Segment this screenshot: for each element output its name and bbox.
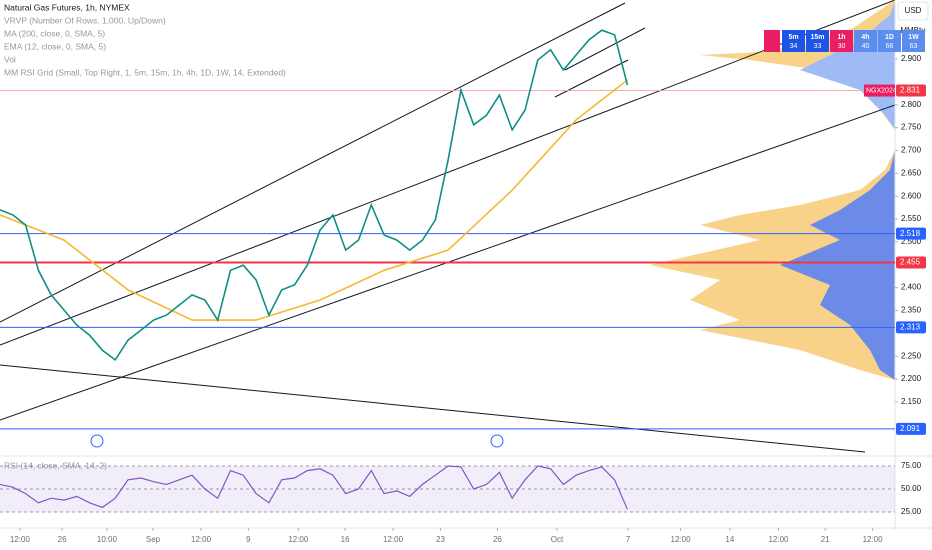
legend-entry: EMA (12, close, 0, SMA, 5) [4, 41, 106, 51]
rsi-grid-tf: 5m [788, 34, 798, 41]
rsi-tick-label: 25.00 [901, 507, 922, 516]
legend-entry: MA (200, close, 0, SMA, 5) [4, 28, 105, 38]
indicator-label: Vol [4, 54, 16, 64]
rsi-grid-cell [830, 30, 853, 52]
rsi-grid-tf: 1h [837, 34, 845, 41]
currency: USD [905, 6, 922, 15]
rsi-grid-cell [902, 30, 925, 52]
level-label: 2.091 [900, 424, 921, 433]
x-tick-label: 12:00 [191, 535, 212, 544]
x-tick-label: 10:00 [97, 535, 118, 544]
level-label: 2.518 [900, 229, 921, 238]
trend-line [0, 0, 896, 346]
y-tick-label: 2.800 [901, 100, 922, 109]
x-tick-label: 12:00 [10, 535, 31, 544]
x-tick-label: 16 [341, 535, 350, 544]
trend-line [0, 2, 626, 323]
x-tick-label: 14 [725, 535, 734, 544]
rsi-grid-value: 34 [790, 43, 798, 50]
x-tick-label: 26 [493, 535, 502, 544]
y-tick-label: 2.150 [901, 397, 922, 406]
rsi-tick-label: 50.00 [901, 484, 922, 493]
rsi-grid-value: 63 [910, 43, 918, 50]
y-tick-label: 2.650 [901, 168, 922, 177]
y-tick-label: 2.600 [901, 191, 922, 200]
rsi-line [0, 465, 628, 510]
level-tag [896, 422, 926, 435]
level-tag [896, 256, 926, 269]
y-tick-label: 2.350 [901, 306, 922, 315]
series-line [0, 29, 629, 362]
y-tick-label: 2.200 [901, 374, 922, 383]
currency-button[interactable] [897, 1, 929, 21]
trend-line [564, 27, 646, 71]
y-tick-label: 2.900 [901, 54, 922, 63]
profile-down [780, 150, 895, 380]
indicator-label: MM RSI Grid (Small, Top Right, 1, 5m, 15… [4, 67, 286, 77]
x-tick-label: 23 [436, 535, 445, 544]
symbol-tag [864, 84, 895, 97]
event-icon[interactable] [490, 434, 504, 448]
chart-title: Natural Gas Futures, 1h, NYMEX [4, 2, 130, 12]
trend-line [0, 364, 866, 453]
rsi-grid-value: 33 [814, 43, 822, 50]
rsi-grid-icon [764, 30, 780, 52]
series-line [0, 79, 628, 321]
y-tick-label: 2.550 [901, 214, 922, 223]
level-tag [896, 227, 926, 240]
x-tick-label: 21 [821, 535, 830, 544]
x-tick-label: Sep [146, 535, 161, 544]
x-tick-label: 12:00 [768, 535, 789, 544]
x-tick-label: 12:00 [288, 535, 309, 544]
rsi-grid-cell [782, 30, 805, 52]
rsi-grid-tf: 1W [908, 34, 919, 41]
rsi-grid-tf: 15m [810, 34, 824, 41]
y-tick-label: 2.500 [901, 237, 922, 246]
rsi-grid-cell [878, 30, 901, 52]
symbol-tag-label: NGX2024 [866, 87, 897, 94]
rsi-grid-value: 40 [862, 43, 870, 50]
x-tick-label: Oct [551, 535, 564, 544]
rsi-grid-tf: 4h [861, 34, 869, 41]
indicator-label: VRVP (Number Of Rows, 1,000, Up/Down) [4, 15, 166, 25]
price-tag [896, 84, 926, 97]
rsi-grid-tf: 1D [885, 34, 894, 41]
rsi-grid-cell [854, 30, 877, 52]
rsi-grid-value: 66 [886, 43, 894, 50]
rsi-grid-cell [806, 30, 829, 52]
level-label: 2.455 [900, 258, 921, 267]
profile-up [650, 150, 895, 380]
y-tick-label: 2.750 [901, 123, 922, 132]
rsi-tick-label: 75.00 [901, 461, 922, 470]
rsi-grid-value: 30 [838, 43, 846, 50]
x-tick-label: 12:00 [383, 535, 404, 544]
x-tick-label: 12:00 [671, 535, 692, 544]
y-tick-label: 2.700 [901, 146, 922, 155]
price-label: 2.831 [900, 86, 921, 95]
level-tag [896, 321, 926, 334]
y-tick-label: 2.400 [901, 283, 922, 292]
y-tick-label: 2.250 [901, 351, 922, 360]
event-icon[interactable] [90, 434, 104, 448]
x-tick-label: 9 [246, 535, 251, 544]
rsi-label: RSI (14, close, SMA, 14, 2) [4, 460, 107, 470]
x-tick-label: 7 [626, 535, 631, 544]
level-label: 2.313 [900, 323, 921, 332]
legend: Natural Gas Futures, 1h, NYMEX VRVP (Num… [4, 2, 286, 470]
x-tick-label: 12:00 [863, 535, 884, 544]
x-tick-label: 26 [58, 535, 67, 544]
